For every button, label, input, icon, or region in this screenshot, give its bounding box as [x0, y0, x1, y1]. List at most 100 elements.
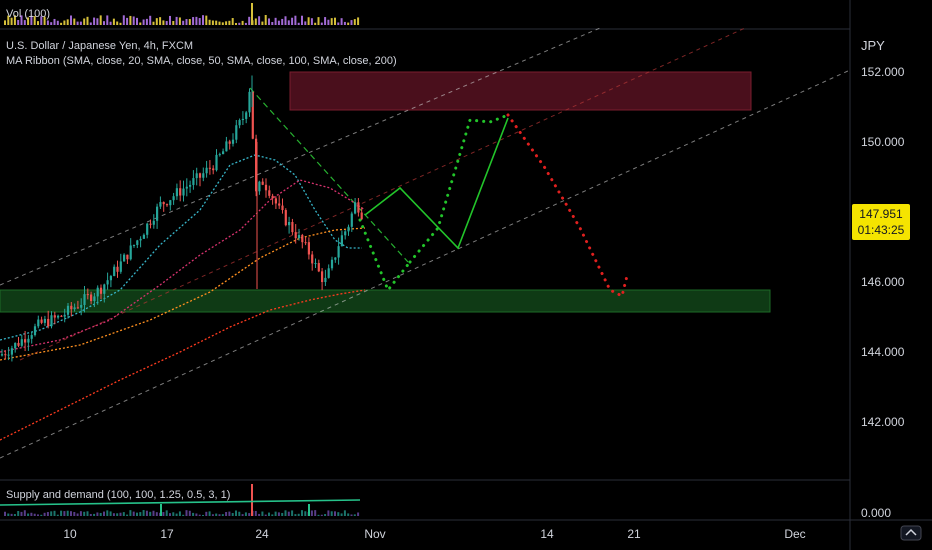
- volume-bar-39: [132, 16, 135, 25]
- indicator-bar-87: [291, 510, 294, 516]
- volume-bar-17: [60, 22, 63, 25]
- supply-demand-indicator: [4, 484, 360, 516]
- ma-20-line[interactable]: [0, 154, 362, 341]
- projection-path-dotted-red[interactable]: [506, 113, 630, 299]
- candle-body-16: [53, 315, 56, 318]
- indicator-tick-0: 0.000: [861, 506, 891, 520]
- candle-body-21: [70, 305, 73, 310]
- indicator-bar-13: [46, 512, 49, 516]
- projection-path-solid[interactable]: [364, 117, 509, 250]
- candle-body-43: [142, 234, 145, 239]
- indicator-bar-2: [10, 513, 13, 516]
- candle-body-19: [63, 314, 66, 317]
- price-tick-0: 152.000: [861, 65, 905, 79]
- volume-bar-70: [235, 22, 237, 25]
- indicator-bar-58: [195, 513, 198, 516]
- volume-bar-102: [340, 18, 343, 25]
- candle-body-57: [189, 184, 192, 187]
- projection-path-dotted-down[interactable]: [358, 218, 412, 293]
- time-tick-1: 17: [160, 527, 174, 541]
- channel-middle-line[interactable]: [19, 27, 746, 361]
- trend-line-down[interactable]: [249, 87, 409, 263]
- volume-bar-9: [33, 16, 36, 25]
- channel-lower-line[interactable]: [0, 69, 851, 459]
- indicator-bar-8: [30, 512, 33, 516]
- volume-bar-32: [109, 21, 112, 25]
- volume-bar-20: [70, 15, 72, 25]
- demand-zone[interactable]: [0, 289, 771, 313]
- candle-body-88: [291, 221, 294, 233]
- candle-body-33: [109, 276, 112, 281]
- time-tick-6: Dec: [784, 527, 805, 541]
- time-tick-2: 24: [255, 527, 269, 541]
- axis-settings-icon[interactable]: [900, 525, 922, 541]
- candle-body-63: [208, 167, 211, 169]
- indicator-bar-63: [211, 514, 214, 516]
- candle-body-73: [241, 118, 244, 121]
- candle-body-47: [156, 206, 159, 221]
- ma-100-line[interactable]: [0, 227, 366, 361]
- indicator-bar-72: [241, 514, 244, 516]
- volume-bar-12: [43, 16, 46, 25]
- candle-body-99: [327, 268, 330, 278]
- indicator-bar-41: [139, 512, 142, 516]
- indicator-bar-7: [27, 513, 30, 516]
- indicator-bar-45: [152, 510, 155, 516]
- indicator-bar-spike-red: [251, 484, 253, 516]
- candle-body-83: [274, 198, 277, 204]
- time-tick-4: 14: [540, 527, 554, 541]
- candle-body-38: [126, 254, 129, 260]
- volume-bar-57: [192, 17, 195, 25]
- indicator-bar-68: [228, 511, 231, 516]
- indicator-bar-28: [96, 512, 99, 516]
- time-axis[interactable]: 10 17 24 Nov 14 21 Dec: [63, 527, 805, 541]
- indicator-bar-71: [238, 511, 241, 516]
- candlestick-series[interactable]: [0, 75, 363, 362]
- supply-zone[interactable]: [289, 71, 752, 111]
- indicator-bar-30: [103, 511, 105, 516]
- time-tick-3: Nov: [364, 527, 385, 541]
- volume-bar-45: [152, 21, 155, 25]
- volume-bar-41: [139, 22, 142, 25]
- last-price-value: 147.951: [859, 207, 903, 221]
- candle-body-104: [344, 231, 347, 236]
- candle-body-60: [198, 173, 202, 178]
- ma-50-line[interactable]: [0, 179, 366, 353]
- volume-bar-93: [310, 18, 313, 25]
- ma-200-line[interactable]: [0, 289, 366, 441]
- volume-bar-105: [350, 20, 353, 25]
- volume-bar-90: [301, 15, 303, 25]
- indicator-bar-86: [287, 511, 290, 516]
- volume-bar-107: [357, 17, 360, 25]
- candle-body-32: [106, 280, 109, 285]
- candle-body-76: [251, 91, 254, 139]
- price-axis[interactable]: 152.000150.000148.000146.000144.000142.0…: [861, 65, 905, 429]
- projection-path-dotted-up[interactable]: [408, 113, 510, 264]
- volume-bar-36: [122, 15, 125, 25]
- indicator-bar-31: [106, 510, 109, 516]
- volume-bar-47: [159, 17, 162, 25]
- indicator-bar-16: [56, 514, 59, 516]
- indicator-bar-65: [218, 514, 221, 516]
- price-tick-1: 150.000: [861, 135, 905, 149]
- candle-body-20: [66, 305, 70, 315]
- volume-bar-44: [149, 15, 152, 25]
- candle-body-106: [350, 213, 353, 227]
- candle-body-39: [129, 245, 132, 260]
- volume-bar-98: [327, 19, 330, 25]
- indicator-bar-55: [185, 510, 188, 516]
- volume-bar-59: [198, 18, 201, 25]
- candle-body-93: [307, 242, 310, 255]
- candle-body-92: [304, 242, 307, 244]
- indicator-bar-67: [225, 512, 228, 516]
- indicator-bar-90: [301, 510, 303, 516]
- volume-bar-95: [317, 17, 320, 25]
- indicator-label: Supply and demand (100, 100, 1.25, 0.5, …: [6, 489, 231, 501]
- volume-bar-52: [175, 16, 178, 25]
- volume-bar-69: [231, 18, 234, 25]
- candle-body-89: [294, 232, 297, 239]
- volume-bar-19: [66, 19, 69, 25]
- candle-body-100: [330, 259, 334, 269]
- volume-bar-7: [27, 17, 30, 25]
